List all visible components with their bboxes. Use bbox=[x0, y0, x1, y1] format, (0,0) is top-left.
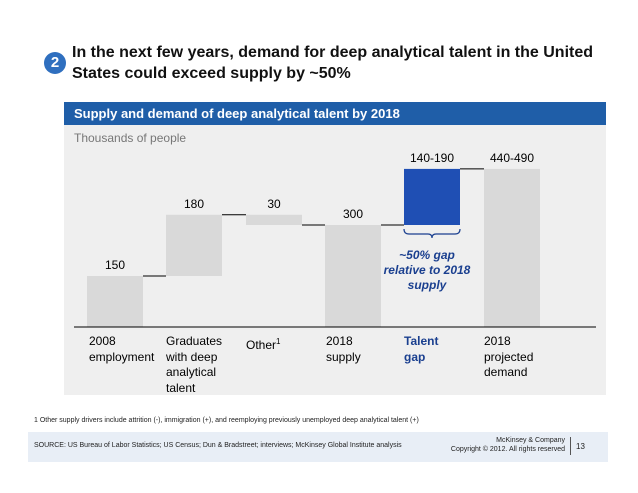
units-label: Thousands of people bbox=[74, 131, 187, 145]
category-label-2018-supply: 2018 supply bbox=[326, 334, 361, 364]
category-label-graduates: Graduates with deep analytical talent bbox=[166, 334, 223, 395]
value-label-graduates: 180 bbox=[184, 197, 204, 211]
category-label-talent-gap: Talent gap bbox=[404, 334, 439, 364]
slide-headline: In the next few years, demand for deep a… bbox=[72, 44, 594, 82]
bar-projected-demand bbox=[484, 168, 540, 327]
value-label-talent-gap: 140-190 bbox=[410, 151, 454, 165]
page-number: 13 bbox=[576, 442, 585, 451]
value-label-2018-supply: 300 bbox=[343, 207, 363, 221]
category-label-projected-demand: 2018 projected demand bbox=[484, 334, 534, 379]
category-label-2008-employment: 2008 employment bbox=[89, 334, 155, 364]
footnote: 1 Other supply drivers include attrition… bbox=[34, 417, 419, 424]
source-note: SOURCE: US Bureau of Labor Statistics; U… bbox=[34, 442, 402, 449]
bar-talent-gap bbox=[404, 168, 460, 225]
bar-2008-employment bbox=[87, 276, 143, 327]
gap-annotation: ~50% gap relative to 2018 supply bbox=[383, 248, 471, 292]
footer-band bbox=[28, 432, 608, 462]
brand-block: McKinsey & Company Copyright © 2012. All… bbox=[440, 436, 565, 454]
bar-graduates bbox=[166, 214, 222, 276]
gap-brace bbox=[403, 228, 461, 239]
value-label-other: 30 bbox=[267, 197, 281, 211]
brand-name: McKinsey & Company bbox=[496, 437, 565, 444]
section-number-badge: 2 bbox=[44, 52, 66, 74]
category-label-other: Other1 bbox=[246, 337, 281, 352]
bar-2018-supply bbox=[325, 225, 381, 327]
value-label-projected-demand: 440-490 bbox=[490, 151, 534, 165]
footer-divider bbox=[570, 437, 571, 455]
chart-title-banner: Supply and demand of deep analytical tal… bbox=[64, 102, 606, 125]
bar-other bbox=[246, 214, 302, 225]
value-label-2008-employment: 150 bbox=[105, 258, 125, 272]
copyright: Copyright © 2012. All rights reserved bbox=[450, 446, 565, 453]
